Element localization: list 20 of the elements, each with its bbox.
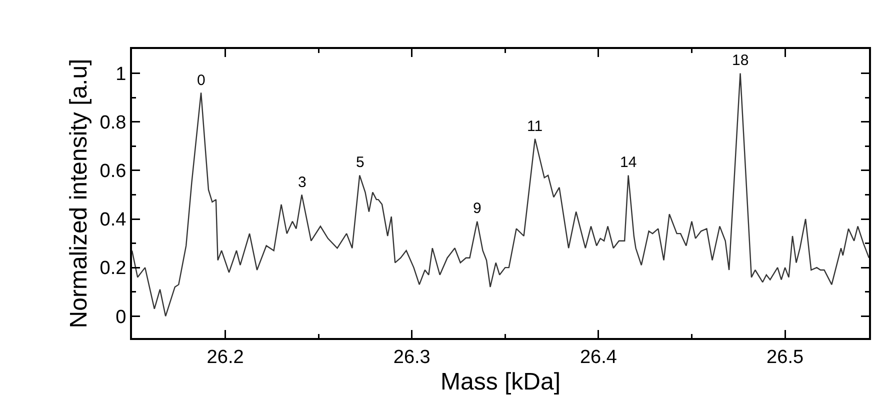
annotation: 14 bbox=[620, 154, 637, 171]
y-tick-label: 0 bbox=[116, 306, 126, 328]
x-tick-label: 26.4 bbox=[580, 346, 618, 368]
y-tick-label: 0.4 bbox=[100, 210, 127, 231]
annotation: 9 bbox=[473, 200, 482, 217]
y-tick-label: 0.6 bbox=[100, 161, 126, 182]
x-tick-label: 26.3 bbox=[393, 346, 430, 368]
annotation: 5 bbox=[356, 154, 364, 171]
annotation: 0 bbox=[197, 72, 206, 89]
line-series bbox=[132, 72, 869, 317]
x-tick-label: 26.5 bbox=[766, 346, 804, 368]
y-tick-label: 0.2 bbox=[100, 258, 126, 280]
annotation: 11 bbox=[527, 118, 543, 135]
x-tick-label: 26.2 bbox=[206, 346, 244, 368]
annotation: 3 bbox=[298, 174, 306, 191]
y-axis-title: Normalized intensity [a.u] bbox=[65, 58, 92, 328]
y-tick-label: 0.8 bbox=[100, 112, 126, 134]
y-tick-label: 1 bbox=[116, 64, 126, 85]
annotation: 18 bbox=[732, 52, 749, 69]
x-axis-title: Mass [kDa] bbox=[440, 368, 561, 396]
